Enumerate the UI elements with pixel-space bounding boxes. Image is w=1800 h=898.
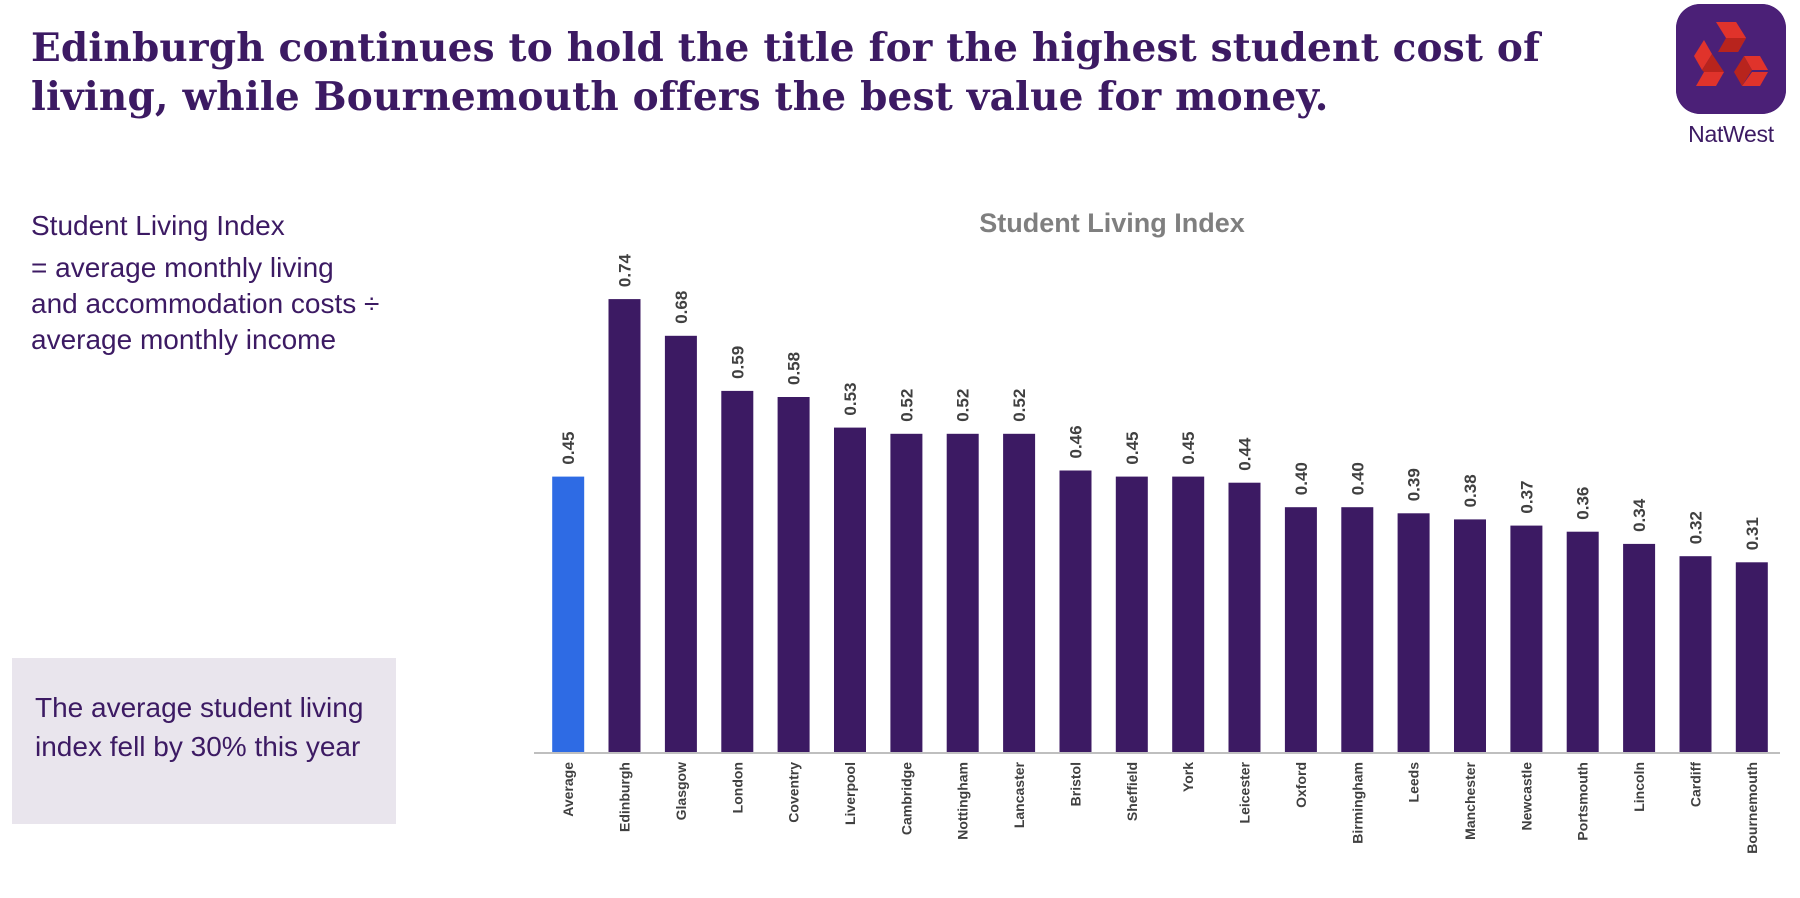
data-label-newcastle: 0.37 [1517, 481, 1536, 514]
category-label-portsmouth: Portsmouth [1575, 762, 1591, 841]
bar-glasgow [664, 335, 697, 752]
bar-york [1172, 476, 1205, 752]
data-labels-group: 0.45 0.74 0.68 0.59 0.58 0.53 0.52 0.52 0.52 0.46… [559, 253, 1762, 550]
category-label-york: York [1180, 762, 1196, 792]
bar-coventry [777, 397, 810, 752]
category-label-cardiff: Cardiff [1688, 762, 1704, 807]
category-label-newcastle: Newcastle [1518, 762, 1534, 831]
bar-bournemouth [1735, 562, 1768, 752]
data-label-leeds: 0.39 [1405, 468, 1424, 501]
category-labels-group: Average Edinburgh Glasgow London Coventry Liv… [560, 761, 1760, 853]
bar-cardiff [1679, 556, 1712, 752]
data-label-average: 0.45 [559, 432, 578, 465]
data-label-lincoln: 0.34 [1630, 498, 1649, 532]
logo-text: NatWest [1688, 121, 1774, 147]
category-label-lincoln: Lincoln [1631, 762, 1647, 812]
definition-formula: = average monthly living and accommodati… [31, 252, 380, 355]
data-label-bournemouth: 0.31 [1743, 517, 1762, 550]
bar-sheffield [1115, 476, 1148, 752]
data-label-sheffield: 0.45 [1123, 432, 1142, 465]
bar-portsmouth [1566, 531, 1599, 752]
category-label-glasgow: Glasgow [673, 762, 689, 820]
data-label-oxford: 0.40 [1292, 462, 1311, 495]
category-label-nottingham: Nottingham [955, 762, 971, 840]
chart-title: Student Living Index [979, 208, 1245, 238]
data-label-leicester: 0.44 [1236, 437, 1255, 471]
category-label-manchester: Manchester [1462, 761, 1478, 839]
data-label-edinburgh: 0.74 [616, 253, 635, 287]
category-label-cambridge: Cambridge [898, 762, 914, 835]
data-label-york: 0.45 [1179, 432, 1198, 465]
natwest-cubes-icon [1676, 4, 1786, 114]
data-label-lancaster: 0.52 [1010, 389, 1029, 422]
data-label-bristol: 0.46 [1067, 425, 1086, 458]
bars-group [552, 299, 1768, 752]
bar-birmingham [1341, 507, 1374, 752]
data-label-cambridge: 0.52 [897, 389, 916, 422]
category-label-lancaster: Lancaster [1011, 761, 1027, 828]
bar-average [552, 476, 585, 752]
definition-title: Student Living Index [31, 210, 285, 241]
bar-cambridge [890, 433, 923, 752]
category-label-leeds: Leeds [1406, 762, 1422, 803]
bar-bristol [1059, 470, 1092, 752]
headline-line-1: Edinburgh continues to hold the title fo… [31, 25, 1541, 71]
bar-liverpool [834, 427, 866, 752]
category-label-london: London [729, 762, 745, 813]
data-label-nottingham: 0.52 [954, 389, 973, 422]
bar-oxford [1284, 507, 1317, 752]
bar-nottingham [946, 433, 979, 752]
data-label-manchester: 0.38 [1461, 474, 1480, 507]
bar-leicester [1228, 482, 1261, 752]
bar-london [721, 390, 754, 752]
data-label-london: 0.59 [728, 346, 747, 379]
data-label-birmingham: 0.40 [1348, 462, 1367, 495]
category-label-edinburgh: Edinburgh [617, 762, 633, 832]
bar-leeds [1397, 513, 1430, 752]
bar-edinburgh [608, 299, 641, 752]
callout-box: The average student living index fell by… [12, 658, 396, 824]
category-label-bristol: Bristol [1068, 762, 1084, 806]
headline-line-2: living, while Bournemouth offers the bes… [31, 74, 1329, 120]
callout-text: The average student living index fell by… [35, 692, 364, 762]
category-label-bournemouth: Bournemouth [1744, 762, 1760, 854]
category-label-oxford: Oxford [1293, 762, 1309, 808]
bar-lancaster [1003, 433, 1036, 752]
bar-lincoln [1623, 543, 1656, 752]
data-label-portsmouth: 0.36 [1574, 487, 1593, 520]
natwest-logo: NatWest [1676, 4, 1786, 148]
headline: Edinburgh continues to hold the title fo… [31, 24, 1561, 122]
category-label-average: Average [560, 762, 576, 817]
index-definition: Student Living Index = average monthly l… [31, 208, 381, 358]
data-label-liverpool: 0.53 [841, 383, 860, 416]
bar-manchester [1454, 519, 1486, 752]
category-label-sheffield: Sheffield [1124, 762, 1140, 821]
category-label-liverpool: Liverpool [842, 762, 858, 825]
data-label-cardiff: 0.32 [1687, 511, 1706, 544]
bar-chart: Student Living Index 0.45 0.74 0.68 0.59 0.5… [534, 208, 1780, 854]
data-label-glasgow: 0.68 [672, 291, 691, 324]
data-label-coventry: 0.58 [785, 352, 804, 385]
category-label-leicester: Leicester [1237, 761, 1253, 823]
category-label-birmingham: Birmingham [1349, 762, 1365, 844]
category-label-coventry: Coventry [786, 762, 802, 823]
bar-newcastle [1510, 525, 1543, 752]
